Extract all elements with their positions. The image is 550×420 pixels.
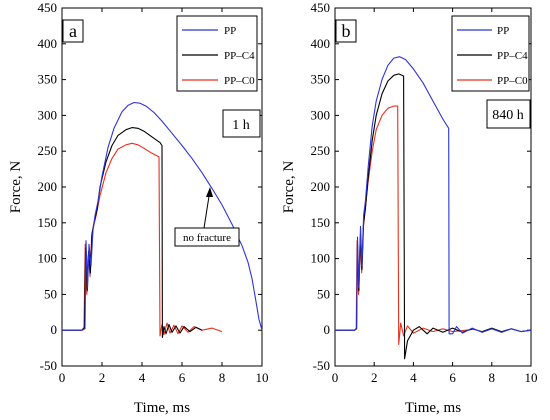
y-tick-label: 200 [311, 179, 331, 194]
x-tick-label: 2 [371, 370, 378, 385]
y-tick-label: -50 [40, 358, 57, 373]
x-axis-label: Time, ms [134, 400, 190, 416]
y-tick-label: 100 [311, 251, 331, 266]
y-tick-label: 400 [311, 36, 331, 51]
x-tick-label: 8 [489, 370, 496, 385]
panel-label: a [69, 21, 77, 41]
y-tick-label: 450 [38, 0, 58, 15]
y-tick-label: -50 [313, 358, 330, 373]
y-tick-label: 50 [317, 286, 330, 301]
series-layer [335, 56, 532, 360]
annotation-text: no fracture [183, 232, 231, 244]
y-tick-label: 450 [311, 0, 331, 15]
x-tick-label: 6 [179, 370, 186, 385]
legend-box [176, 15, 258, 92]
y-tick-label: 350 [38, 72, 58, 87]
condition-label-box [222, 109, 261, 138]
legend-box [451, 15, 530, 92]
series-layer [62, 101, 263, 338]
y-tick-label: 150 [38, 215, 58, 230]
legend-label-pp-c0: PP–C0 [497, 75, 528, 87]
x-tick-label: 6 [449, 370, 456, 385]
panel-label: b [342, 21, 351, 41]
legend-label-pp-c4: PP–C4 [497, 50, 528, 62]
x-tick-label: 4 [139, 370, 146, 385]
x-tick-label: 10 [256, 370, 269, 385]
annotation-arrowhead [206, 187, 213, 197]
legend-label-pp-c0: PP–C0 [224, 75, 255, 87]
condition-label: 840 h [492, 108, 524, 123]
legend: PP PP–C4 PP–C0 [451, 15, 530, 92]
x-tick-label: 0 [59, 370, 66, 385]
condition-label: 1 h [232, 118, 250, 133]
x-tick-label: 4 [410, 370, 417, 385]
legend: PP PP–C4 PP–C0 [176, 15, 258, 92]
y-axis-label: Force, N [8, 161, 24, 214]
series-line-pp [335, 56, 532, 335]
x-tick-label: 10 [525, 370, 538, 385]
y-tick-label: 0 [324, 322, 331, 337]
y-tick-label: 250 [38, 143, 58, 158]
annotation-box [174, 227, 240, 247]
x-axis-label: Time, ms [405, 400, 461, 416]
panel-label-box [335, 19, 357, 43]
condition-label-box [486, 99, 531, 129]
legend-label-pp: PP [224, 25, 236, 37]
y-tick-label: 400 [38, 36, 58, 51]
y-tick-label: 350 [311, 72, 331, 87]
y-tick-label: 250 [311, 143, 331, 158]
y-tick-label: 0 [51, 322, 58, 337]
panel-label-box [62, 19, 84, 43]
legend-label-pp: PP [497, 25, 509, 37]
legend-label-pp-c4: PP–C4 [224, 50, 255, 62]
y-tick-label: 200 [38, 179, 58, 194]
y-tick-label: 100 [38, 251, 58, 266]
y-tick-label: 150 [311, 215, 331, 230]
annotation: no fracture [174, 187, 240, 247]
y-axis-label: Force, N [281, 161, 297, 214]
x-tick-label: 2 [99, 370, 106, 385]
x-tick-label: 0 [332, 370, 339, 385]
y-tick-label: 50 [44, 286, 57, 301]
x-tick-label: 8 [219, 370, 226, 385]
y-tick-label: 300 [311, 107, 331, 122]
y-tick-label: 300 [38, 107, 58, 122]
